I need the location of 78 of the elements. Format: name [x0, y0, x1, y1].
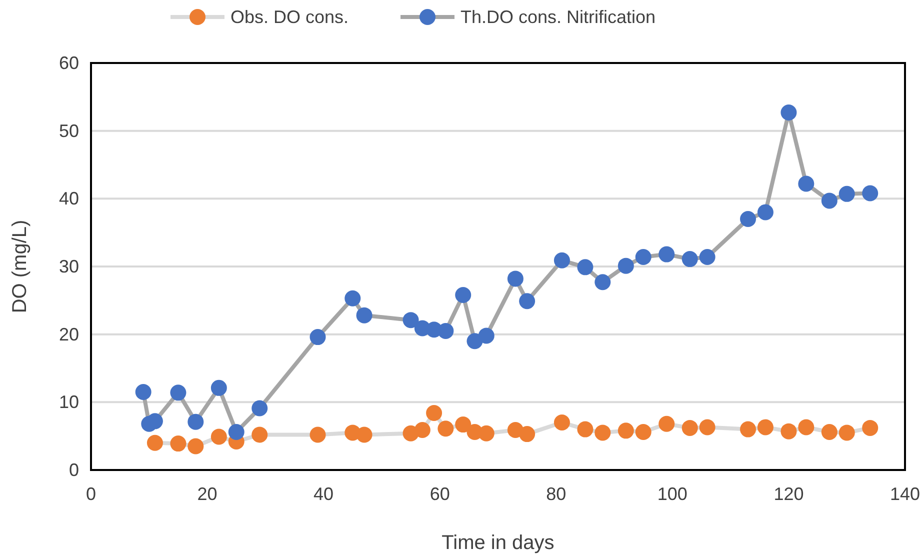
- point: [618, 258, 634, 274]
- point: [426, 405, 442, 422]
- y-tick-label: 40: [58, 188, 79, 209]
- point: [780, 423, 797, 440]
- point: [438, 420, 454, 437]
- point: [682, 420, 698, 436]
- point: [594, 274, 611, 290]
- point: [682, 251, 698, 268]
- point: [658, 246, 675, 262]
- point: [821, 192, 838, 209]
- point: [577, 259, 594, 276]
- point: [780, 104, 797, 121]
- legend-label: Th.DO cons. Nitrification: [460, 7, 656, 27]
- point: [228, 424, 244, 440]
- point: [438, 322, 454, 339]
- point: [577, 421, 594, 438]
- point: [740, 421, 756, 438]
- point: [252, 426, 268, 443]
- point: [519, 293, 536, 310]
- x-tick-label: 100: [657, 484, 688, 504]
- y-tick-label: 10: [58, 392, 79, 412]
- y-axis-title: DO (mg/L): [9, 220, 31, 314]
- point: [594, 424, 611, 441]
- x-tick-label: 60: [430, 484, 450, 504]
- point: [210, 380, 227, 396]
- point: [554, 252, 570, 268]
- point: [344, 290, 361, 306]
- y-tick-label: 60: [58, 53, 79, 73]
- point: [455, 416, 472, 433]
- point: [635, 249, 652, 266]
- point: [699, 419, 716, 436]
- point: [699, 249, 716, 266]
- point: [455, 286, 472, 303]
- point: [170, 436, 186, 452]
- point: [135, 384, 152, 400]
- point: [188, 438, 204, 454]
- point: [210, 428, 227, 445]
- point: [798, 176, 814, 192]
- point: [310, 426, 326, 443]
- point: [310, 329, 326, 346]
- point: [356, 426, 372, 443]
- point: [414, 422, 430, 438]
- point: [740, 211, 756, 228]
- x-tick-label: 120: [774, 484, 804, 504]
- x-axis-title: Time in days: [442, 532, 554, 554]
- point: [519, 426, 536, 442]
- point: [658, 416, 675, 432]
- point: [838, 424, 855, 441]
- point: [356, 307, 372, 324]
- x-tick-label: 140: [890, 484, 920, 504]
- y-tick-label: 30: [58, 256, 79, 276]
- point: [188, 414, 204, 430]
- y-tick-label: 50: [58, 120, 79, 141]
- y-tick-label: 0: [68, 460, 79, 480]
- point: [170, 384, 186, 401]
- point: [507, 270, 524, 287]
- point: [757, 204, 774, 220]
- point: [862, 420, 878, 436]
- point: [402, 312, 419, 328]
- point: [478, 425, 494, 442]
- point: [146, 434, 163, 451]
- point: [635, 424, 652, 440]
- point: [862, 185, 878, 202]
- point: [838, 186, 855, 202]
- x-tick-label: 20: [197, 484, 218, 504]
- x-tick-label: 0: [86, 484, 96, 504]
- x-tick-label: 40: [314, 484, 334, 504]
- point: [252, 400, 268, 416]
- point: [466, 333, 483, 350]
- legend-label: Obs. DO cons.: [230, 7, 349, 27]
- point: [478, 328, 494, 344]
- point: [618, 422, 634, 439]
- point: [757, 419, 774, 436]
- x-tick-label: 80: [546, 484, 566, 504]
- y-tick-label: 20: [58, 324, 79, 344]
- point: [821, 424, 838, 440]
- point: [798, 419, 814, 436]
- point: [554, 414, 570, 431]
